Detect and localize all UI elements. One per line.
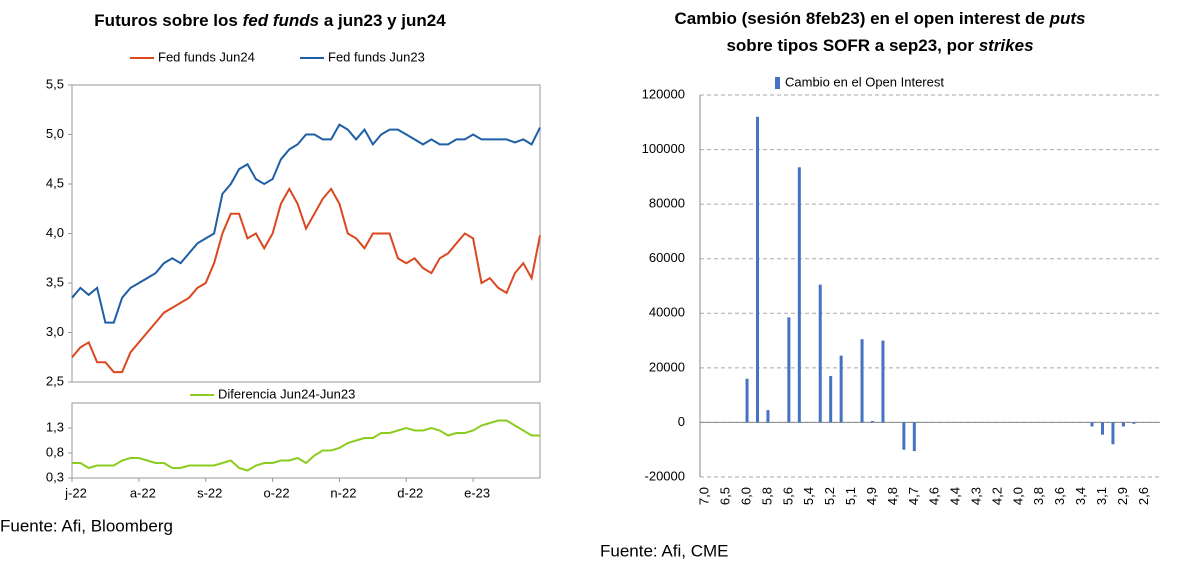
- x-tick-label: 2,9: [1115, 487, 1130, 505]
- x-tick-label: 4,2: [989, 487, 1004, 505]
- x-tick-label: 4,9: [864, 487, 879, 505]
- y-tick-label: -20000: [645, 468, 685, 483]
- x-tick-label: 4,7: [906, 487, 921, 505]
- y-tick-label: 40000: [649, 305, 685, 320]
- y-tick-label: 2,5: [46, 373, 64, 388]
- left-source: Fuente: Afi, Bloomberg: [0, 516, 173, 535]
- legend-label: Diferencia Jun24-Jun23: [218, 386, 355, 401]
- x-tick-label: 5,8: [759, 487, 774, 505]
- line-series: [72, 419, 540, 472]
- bar: [829, 376, 833, 423]
- bar: [881, 340, 885, 423]
- legend-label: Cambio en el Open Interest: [785, 74, 944, 89]
- y-tick-label: 3,0: [46, 324, 64, 339]
- bar: [839, 355, 843, 423]
- bar: [871, 421, 874, 423]
- title-part: strikes: [979, 36, 1034, 55]
- y-tick-label: 5,0: [46, 126, 64, 141]
- x-tick-label: 5,6: [780, 487, 795, 505]
- y-tick-label: 120000: [642, 86, 685, 101]
- x-tick-label: a-22: [130, 485, 156, 500]
- title-part: sobre tipos SOFR a sep23, por: [726, 36, 978, 55]
- x-tick-label: 6,5: [718, 487, 733, 505]
- y-tick-label: 60000: [649, 250, 685, 265]
- x-tick-label: 3,1: [1094, 487, 1109, 505]
- x-tick-label: 4,3: [968, 487, 983, 505]
- x-tick-label: 2,6: [1136, 487, 1151, 505]
- y-tick-label: 100000: [642, 141, 685, 156]
- x-tick-label: 5,1: [843, 487, 858, 505]
- bar: [860, 339, 864, 423]
- x-tick-label: 5,2: [822, 487, 837, 505]
- title-part: Cambio (sesión 8feb23) en el open intere…: [675, 9, 1050, 28]
- bar: [912, 422, 916, 452]
- title-part: Futuros sobre los: [94, 11, 242, 30]
- bar: [797, 167, 801, 423]
- y-tick-label: 20000: [649, 359, 685, 374]
- x-tick-label: 4,0: [1010, 487, 1025, 505]
- line-series: [71, 186, 541, 374]
- x-tick-label: 4,4: [948, 487, 963, 505]
- x-tick-label: s-22: [197, 485, 222, 500]
- title-part: a jun23 y jun24: [319, 11, 446, 30]
- line-series: [71, 123, 541, 324]
- bar: [1090, 422, 1094, 427]
- right-title: sobre tipos SOFR a sep23, por strikes: [726, 36, 1033, 55]
- bar: [756, 116, 759, 423]
- x-tick-label: 3,6: [1052, 487, 1067, 505]
- legend-label: Fed funds Jun23: [328, 49, 425, 64]
- x-tick-label: o-22: [264, 485, 290, 500]
- y-tick-label: 3,5: [46, 274, 64, 289]
- legend-label: Fed funds Jun24: [158, 49, 255, 64]
- x-tick-label: 6,0: [738, 487, 753, 505]
- bar: [1132, 422, 1136, 424]
- y-tick-label: 0: [678, 414, 685, 429]
- bar: [818, 284, 822, 423]
- x-tick-label: 5,4: [801, 487, 816, 505]
- x-tick-label: n-22: [330, 485, 356, 500]
- y-tick-label: 0,3: [46, 469, 64, 484]
- title-part: fed funds: [243, 11, 320, 30]
- x-tick-label: 3,8: [1031, 487, 1046, 505]
- right-title: Cambio (sesión 8feb23) en el open intere…: [675, 9, 1086, 28]
- y-tick-label: 0,8: [46, 444, 64, 459]
- x-tick-label: d-22: [397, 485, 423, 500]
- x-tick-label: 4,6: [927, 487, 942, 505]
- bar: [902, 422, 906, 450]
- bar: [766, 410, 770, 423]
- plot-frame: [71, 402, 541, 479]
- y-tick-label: 80000: [649, 196, 685, 211]
- x-tick-label: 4,8: [885, 487, 900, 505]
- bar: [787, 317, 791, 423]
- bar: [1111, 422, 1115, 445]
- bar: [1121, 422, 1125, 427]
- title-part: puts: [1049, 9, 1086, 28]
- x-tick-label: 3,4: [1073, 487, 1088, 505]
- x-tick-label: j-22: [64, 485, 87, 500]
- y-tick-label: 5,5: [46, 76, 64, 91]
- x-tick-label: e-23: [464, 485, 490, 500]
- left-title: Futuros sobre los fed funds a jun23 y ju…: [94, 11, 446, 30]
- x-tick-label: 7,0: [697, 487, 712, 505]
- bar: [1101, 422, 1104, 435]
- y-tick-label: 4,5: [46, 175, 64, 190]
- right-source: Fuente: Afi, CME: [600, 541, 729, 560]
- y-tick-label: 4,0: [46, 225, 64, 240]
- legend-swatch: [775, 77, 780, 89]
- y-tick-label: 1,3: [46, 419, 64, 434]
- bar: [745, 378, 749, 423]
